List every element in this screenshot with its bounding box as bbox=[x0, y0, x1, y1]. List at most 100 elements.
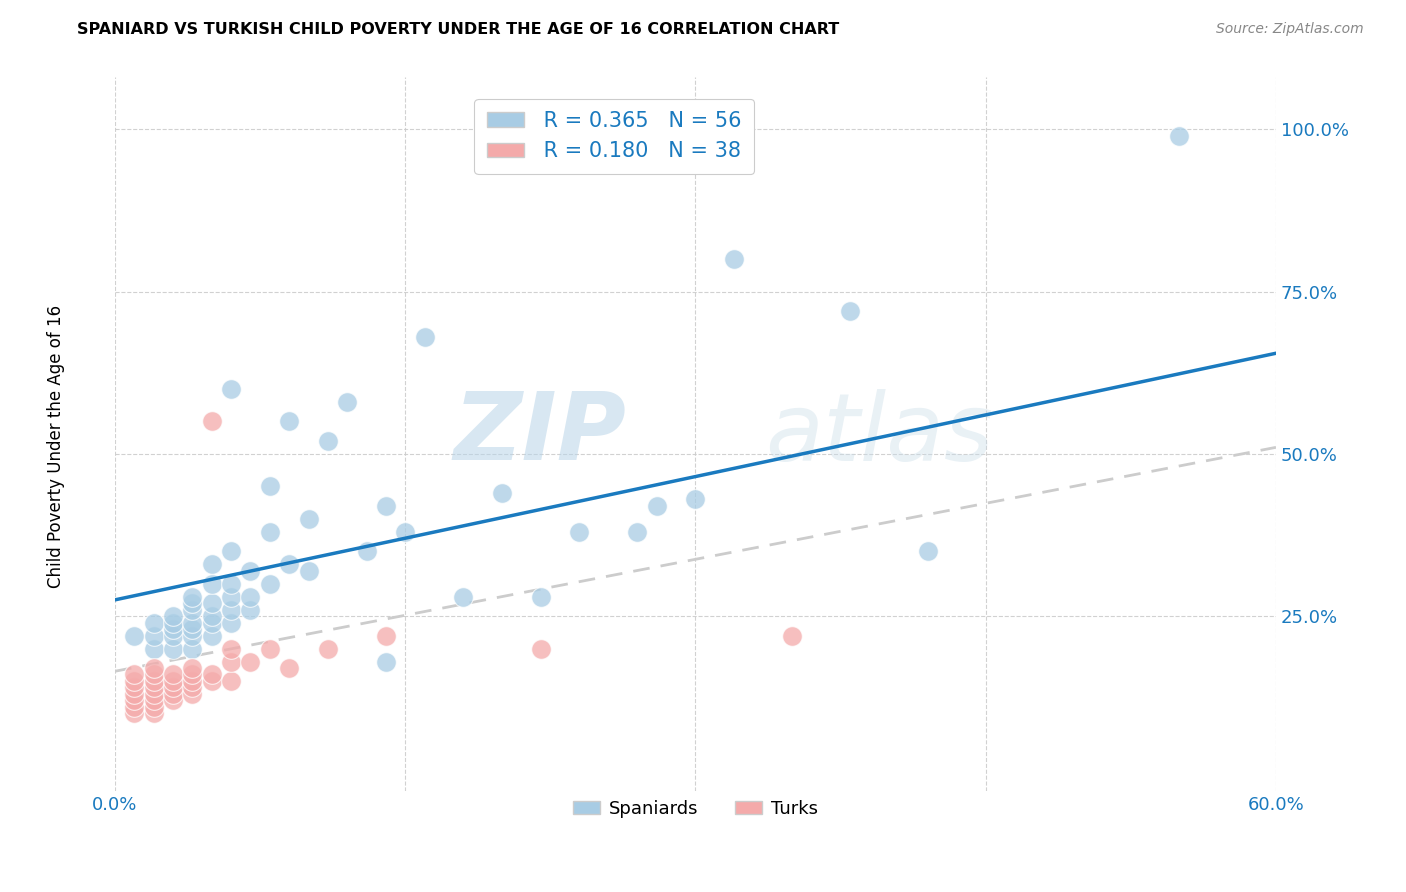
Point bbox=[142, 681, 165, 695]
Point bbox=[142, 661, 165, 675]
Point bbox=[201, 615, 224, 630]
Point bbox=[162, 615, 184, 630]
Point bbox=[162, 667, 184, 681]
Point bbox=[201, 576, 224, 591]
Point bbox=[181, 590, 204, 604]
Point bbox=[568, 524, 591, 539]
Point bbox=[219, 615, 242, 630]
Point bbox=[181, 681, 204, 695]
Point bbox=[259, 479, 281, 493]
Point bbox=[124, 700, 146, 714]
Point bbox=[124, 681, 146, 695]
Point bbox=[162, 641, 184, 656]
Point bbox=[181, 622, 204, 636]
Point bbox=[142, 673, 165, 688]
Point bbox=[162, 609, 184, 624]
Legend: Spaniards, Turks: Spaniards, Turks bbox=[565, 793, 825, 825]
Point bbox=[374, 499, 396, 513]
Text: atlas: atlas bbox=[765, 389, 994, 480]
Point bbox=[142, 687, 165, 701]
Text: ZIP: ZIP bbox=[453, 388, 626, 481]
Point bbox=[142, 628, 165, 642]
Point bbox=[239, 564, 262, 578]
Point bbox=[124, 673, 146, 688]
Point bbox=[316, 641, 339, 656]
Point bbox=[413, 330, 436, 344]
Point bbox=[219, 602, 242, 616]
Point bbox=[780, 628, 803, 642]
Point bbox=[181, 687, 204, 701]
Point bbox=[723, 252, 745, 267]
Point bbox=[201, 414, 224, 428]
Point bbox=[1168, 128, 1191, 143]
Point bbox=[645, 499, 668, 513]
Point bbox=[124, 687, 146, 701]
Point bbox=[219, 576, 242, 591]
Point bbox=[491, 485, 513, 500]
Point bbox=[201, 628, 224, 642]
Point bbox=[394, 524, 416, 539]
Point bbox=[239, 655, 262, 669]
Point bbox=[201, 609, 224, 624]
Point bbox=[530, 590, 553, 604]
Point bbox=[201, 596, 224, 610]
Point bbox=[142, 693, 165, 707]
Point bbox=[162, 687, 184, 701]
Point bbox=[181, 615, 204, 630]
Point bbox=[297, 564, 319, 578]
Point bbox=[162, 628, 184, 642]
Point bbox=[162, 681, 184, 695]
Point bbox=[181, 628, 204, 642]
Point bbox=[142, 615, 165, 630]
Point bbox=[124, 706, 146, 721]
Point bbox=[124, 693, 146, 707]
Point bbox=[219, 544, 242, 558]
Point bbox=[124, 628, 146, 642]
Point bbox=[181, 673, 204, 688]
Point bbox=[142, 641, 165, 656]
Point bbox=[162, 673, 184, 688]
Point bbox=[259, 524, 281, 539]
Point bbox=[239, 602, 262, 616]
Point bbox=[278, 414, 301, 428]
Text: SPANIARD VS TURKISH CHILD POVERTY UNDER THE AGE OF 16 CORRELATION CHART: SPANIARD VS TURKISH CHILD POVERTY UNDER … bbox=[77, 22, 839, 37]
Point bbox=[181, 641, 204, 656]
Point bbox=[201, 667, 224, 681]
Point bbox=[839, 304, 862, 318]
Point bbox=[142, 700, 165, 714]
Point bbox=[336, 395, 359, 409]
Point bbox=[181, 661, 204, 675]
Point bbox=[374, 628, 396, 642]
Text: Child Poverty Under the Age of 16: Child Poverty Under the Age of 16 bbox=[48, 304, 65, 588]
Point bbox=[530, 641, 553, 656]
Point bbox=[374, 655, 396, 669]
Point bbox=[201, 557, 224, 571]
Point bbox=[181, 667, 204, 681]
Point bbox=[356, 544, 378, 558]
Point bbox=[297, 512, 319, 526]
Point bbox=[124, 667, 146, 681]
Point bbox=[142, 706, 165, 721]
Point bbox=[626, 524, 648, 539]
Point bbox=[162, 693, 184, 707]
Point bbox=[239, 590, 262, 604]
Point bbox=[219, 590, 242, 604]
Point bbox=[219, 641, 242, 656]
Text: Source: ZipAtlas.com: Source: ZipAtlas.com bbox=[1216, 22, 1364, 37]
Point bbox=[181, 596, 204, 610]
Point bbox=[316, 434, 339, 448]
Point bbox=[181, 602, 204, 616]
Point bbox=[259, 641, 281, 656]
Point bbox=[259, 576, 281, 591]
Point bbox=[201, 673, 224, 688]
Point bbox=[453, 590, 475, 604]
Point bbox=[219, 673, 242, 688]
Point bbox=[278, 661, 301, 675]
Point bbox=[142, 667, 165, 681]
Point bbox=[917, 544, 939, 558]
Point bbox=[219, 382, 242, 396]
Point bbox=[162, 622, 184, 636]
Point bbox=[219, 655, 242, 669]
Point bbox=[278, 557, 301, 571]
Point bbox=[685, 492, 707, 507]
